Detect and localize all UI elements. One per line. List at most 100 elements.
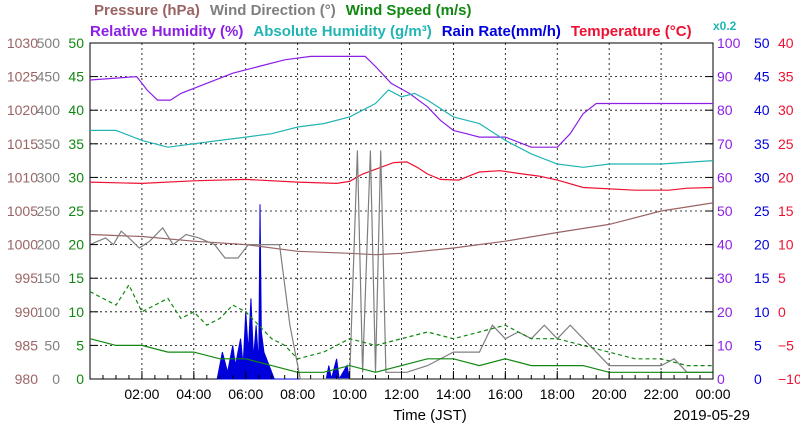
series-rain-rate bbox=[216, 204, 351, 381]
series-absolute-humidity bbox=[90, 89, 714, 168]
temperature-tick-label: 20 bbox=[778, 169, 794, 185]
relative-humidity-tick-label: 20 bbox=[717, 304, 733, 320]
date-label: 2019-05-29 bbox=[673, 407, 750, 424]
wind-speed-tick-label: 20 bbox=[68, 237, 84, 253]
temperature-tick-label: −5 bbox=[778, 337, 794, 353]
wind-speed-tick-label: 40 bbox=[68, 102, 84, 118]
x-tick-label: 18:00 bbox=[540, 386, 575, 402]
rain-rate-tick-label: 40 bbox=[754, 102, 770, 118]
relative-humidity-tick-label: 40 bbox=[717, 237, 733, 253]
series-relative-humidity bbox=[89, 55, 713, 148]
relative-humidity-tick-label: 60 bbox=[717, 169, 733, 185]
x-tick-label: 10:00 bbox=[332, 386, 367, 402]
temperature-tick-label: 0 bbox=[778, 304, 786, 320]
pressure-tick-label: 1000 bbox=[7, 237, 38, 253]
pressure-tick-label: 1010 bbox=[7, 169, 38, 185]
legend-wind-direction: Wind Direction (°) bbox=[210, 2, 336, 19]
wind-speed-tick-label: 50 bbox=[68, 35, 84, 51]
x-tick-label: 04:00 bbox=[176, 386, 211, 402]
relative-humidity-tick-label: 0 bbox=[717, 371, 725, 387]
pressure-tick-label: 985 bbox=[15, 337, 39, 353]
temperature-tick-label: 40 bbox=[778, 35, 794, 51]
pressure-tick-label: 1025 bbox=[7, 69, 38, 85]
rain-rate-tick-label: 0 bbox=[754, 371, 762, 387]
rain-rate-tick-label: 50 bbox=[754, 35, 770, 51]
rain-rate-tick-label: 35 bbox=[754, 136, 770, 152]
series-temperature bbox=[89, 161, 714, 191]
x-tick-label: 22:00 bbox=[644, 386, 679, 402]
legend-temperature-c: Temperature (°C) bbox=[571, 23, 692, 40]
temperature-tick-label: 5 bbox=[778, 270, 786, 286]
x-tick-label: 08:00 bbox=[280, 386, 315, 402]
wind-direction-tick-label: 400 bbox=[37, 102, 61, 118]
pressure-tick-label: 1020 bbox=[7, 102, 38, 118]
temperature-tick-label: 15 bbox=[778, 203, 794, 219]
wind-speed-tick-label: 10 bbox=[68, 304, 84, 320]
series-pressure bbox=[89, 202, 714, 256]
pressure-tick-label: 995 bbox=[15, 270, 39, 286]
x-tick-label: 20:00 bbox=[592, 386, 627, 402]
rain-rate-tick-label: 45 bbox=[754, 69, 770, 85]
chart-header-legend: Pressure (hPa) Wind Direction (°) Wind Spe… bbox=[90, 2, 737, 40]
x-tick-label: 14:00 bbox=[436, 386, 471, 402]
wind-direction-tick-label: 150 bbox=[37, 270, 61, 286]
pressure-tick-label: 1005 bbox=[7, 203, 38, 219]
temperature-tick-label: 10 bbox=[778, 237, 794, 253]
pressure-tick-label: 1030 bbox=[7, 35, 38, 51]
wind-speed-tick-label: 25 bbox=[68, 203, 84, 219]
wind-direction-tick-label: 500 bbox=[37, 35, 61, 51]
legend-absolute-humidity-g-m: Absolute Humidity (g/m³) bbox=[253, 23, 431, 40]
left-axes: 1030102510201015101010051000995990985980… bbox=[7, 35, 98, 387]
x-axis-label: Time (JST) bbox=[393, 407, 467, 424]
temperature-tick-label: 35 bbox=[778, 69, 794, 85]
wind-direction-tick-label: 100 bbox=[37, 304, 61, 320]
rain-rate-tick-label: 20 bbox=[754, 237, 770, 253]
grid-lines bbox=[90, 43, 713, 379]
legend-pressure-hpa: Pressure (hPa) bbox=[94, 2, 200, 19]
series-wind-speed-gust bbox=[89, 283, 713, 367]
temperature-tick-label: 30 bbox=[778, 102, 794, 118]
wind-direction-tick-label: 0 bbox=[52, 371, 60, 387]
relative-humidity-tick-label: 90 bbox=[717, 69, 733, 85]
rain-rate-tick-label: 30 bbox=[754, 169, 770, 185]
wind-direction-tick-label: 300 bbox=[37, 169, 61, 185]
series-wind-direction bbox=[89, 150, 713, 380]
pressure-tick-label: 980 bbox=[15, 371, 39, 387]
x-tick-label: 16:00 bbox=[488, 386, 523, 402]
scale-note: x0.2 bbox=[713, 19, 737, 33]
series-layer bbox=[89, 55, 714, 381]
temperature-tick-label: −10 bbox=[778, 371, 800, 387]
legend-rain-rate-mm-h: Rain Rate(mm/h) bbox=[442, 23, 561, 40]
temperature-tick-label: 25 bbox=[778, 136, 794, 152]
relative-humidity-tick-label: 30 bbox=[717, 270, 733, 286]
relative-humidity-tick-label: 10 bbox=[717, 337, 733, 353]
wind-direction-tick-label: 350 bbox=[37, 136, 61, 152]
wind-direction-tick-label: 200 bbox=[37, 237, 61, 253]
wind-speed-tick-label: 30 bbox=[68, 169, 84, 185]
relative-humidity-tick-label: 100 bbox=[717, 35, 741, 51]
x-tick-label: 02:00 bbox=[124, 386, 159, 402]
x-axis: 02:00 04:00 06:00 08:00 10:00 12:00 14:00 16:00… bbox=[89, 371, 731, 402]
wind-direction-tick-label: 250 bbox=[37, 203, 61, 219]
rain-rate-tick-label: 10 bbox=[754, 304, 770, 320]
pressure-tick-label: 1015 bbox=[7, 136, 38, 152]
legend-wind-speed-m-s: Wind Speed (m/s) bbox=[346, 2, 472, 19]
pressure-tick-label: 990 bbox=[15, 304, 39, 320]
legend-relative-humidity: Relative Humidity (%) bbox=[90, 23, 243, 40]
rain-rate-tick-label: 15 bbox=[754, 270, 770, 286]
wind-speed-tick-label: 0 bbox=[76, 371, 84, 387]
right-axes: 1009080706050403020100504540353025201510… bbox=[705, 35, 800, 387]
relative-humidity-tick-label: 70 bbox=[717, 136, 733, 152]
wind-direction-tick-label: 50 bbox=[44, 337, 60, 353]
x-tick-label: 00:00 bbox=[695, 386, 730, 402]
rain-rate-tick-label: 5 bbox=[754, 337, 762, 353]
wind-speed-tick-label: 35 bbox=[68, 136, 84, 152]
x-tick-label: 06:00 bbox=[228, 386, 263, 402]
relative-humidity-tick-label: 50 bbox=[717, 203, 733, 219]
wind-speed-tick-label: 5 bbox=[76, 337, 84, 353]
x-tick-label: 12:00 bbox=[384, 386, 419, 402]
relative-humidity-tick-label: 80 bbox=[717, 102, 733, 118]
wind-direction-tick-label: 450 bbox=[37, 69, 61, 85]
wind-speed-tick-label: 45 bbox=[68, 69, 84, 85]
